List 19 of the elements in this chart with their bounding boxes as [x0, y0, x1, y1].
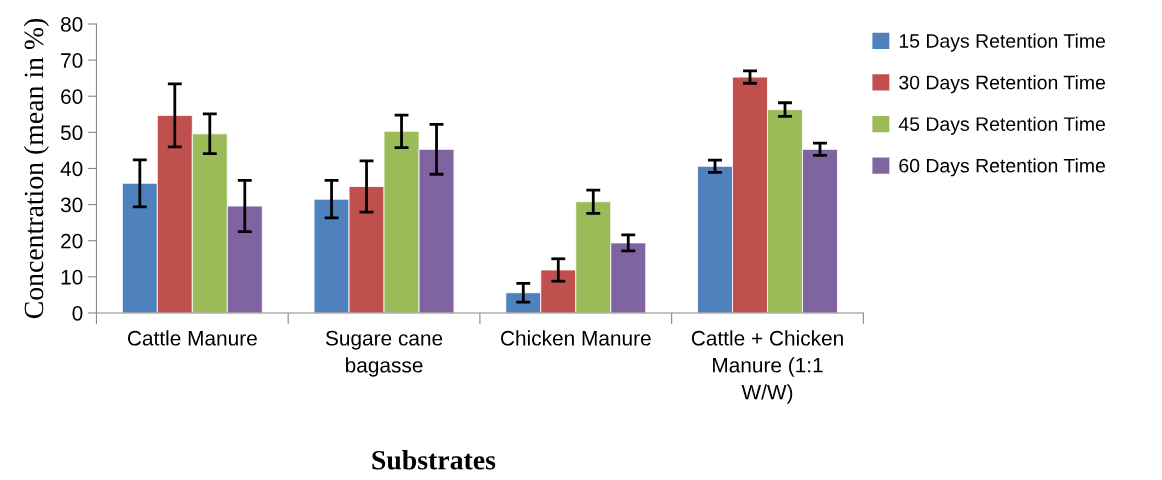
- y-tick-label: 30: [60, 197, 83, 213]
- y-axis-title: Concentration (mean in %): [23, 18, 49, 319]
- y-tick-label: 10: [61, 269, 83, 285]
- x-tick-label: Cattle Manure: [127, 330, 257, 346]
- y-tick-label: 50: [60, 125, 83, 141]
- y-tick-label: 70: [61, 53, 83, 68]
- legend-label: 30 Days Retention Time: [899, 75, 1106, 94]
- x-tick-label: Cattle + Chicken Manure (1:1 W/W): [691, 330, 843, 404]
- y-tick-label: 80: [60, 17, 83, 32]
- legend-label: 45 Days Retention Time: [898, 116, 1106, 135]
- y-tick-label: 40: [60, 161, 83, 177]
- x-tick-label: Chicken Manure: [500, 330, 651, 346]
- legend-label: 60 Days Retention Time: [899, 158, 1106, 177]
- y-tick-label: 0: [72, 305, 83, 321]
- x-tick-label: Sugare cane bagasse: [325, 330, 443, 377]
- x-axis-title: Substrates: [372, 450, 496, 470]
- y-tick-label: 60: [61, 89, 83, 104]
- y-tick-label: 20: [61, 233, 83, 249]
- legend-label: 15 Days Retention Time: [899, 33, 1106, 52]
